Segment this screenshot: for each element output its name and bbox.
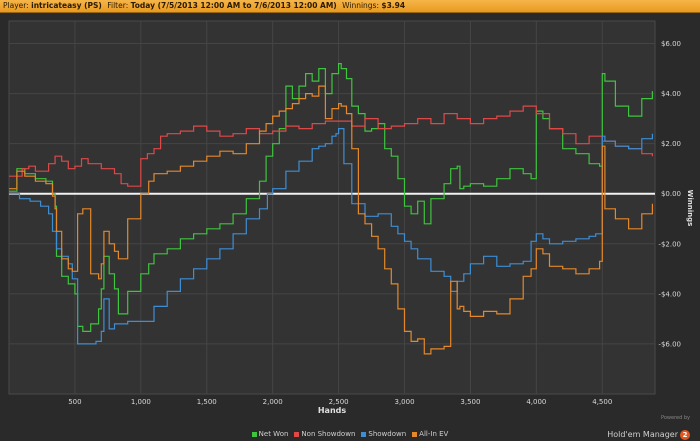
y-tick-labels: $6.00 $4.00 $2.00 $0.00 -$2.00 -$4.00 -$6.00 <box>658 40 681 348</box>
x-tick-label: 2,000 <box>263 398 283 406</box>
legend-label: Net Won <box>258 430 289 438</box>
filter-bar: Player: intricateasy (PS) Filter: Today … <box>0 0 700 13</box>
y-tick-label: $0.00 <box>661 190 681 198</box>
x-tick-label: 500 <box>68 398 81 406</box>
y-tick-label: -$4.00 <box>658 290 681 298</box>
series-line-showdown <box>9 128 653 345</box>
legend-item[interactable]: Showdown <box>361 428 406 440</box>
x-tick-label: 1,500 <box>197 398 217 406</box>
powered-by-text: Powered by <box>661 415 690 421</box>
brand-logo-icon: 2 <box>680 430 690 440</box>
legend-item[interactable]: All-In EV <box>412 428 448 440</box>
series-lines <box>9 63 653 355</box>
x-tick-label: 3,500 <box>460 398 480 406</box>
legend-label: Showdown <box>368 430 407 438</box>
filter-value[interactable]: Today (7/5/2013 12:00 AM to 7/6/2013 12:… <box>130 1 337 10</box>
legend-item[interactable]: Non Showdown <box>294 428 355 440</box>
chart-legend: Net Won Non Showdown Showdown All-In EV <box>0 428 700 440</box>
player-value[interactable]: intricateasy (PS) <box>31 1 102 10</box>
winnings-chart: $6.00 $4.00 $2.00 $0.00 -$2.00 -$4.00 -$6.00 5… <box>8 20 694 415</box>
x-axis-label: Hands <box>318 406 347 415</box>
x-tick-label: 1,000 <box>131 398 151 406</box>
x-tick-label: 4,000 <box>526 398 546 406</box>
y-tick-label: -$2.00 <box>658 240 681 248</box>
filter-label: Filter: <box>107 1 129 10</box>
y-tick-label: $4.00 <box>661 90 681 98</box>
brand-name: Hold'em Manager <box>607 430 678 439</box>
x-tick-label: 4,500 <box>592 398 612 406</box>
legend-swatch-icon <box>294 431 300 437</box>
x-tick-labels: 500 1,000 1,500 2,000 2,500 3,000 3,500 4,000 4,… <box>68 398 612 406</box>
winnings-value: $3.94 <box>381 1 406 10</box>
branding: Powered by Hold'em Manager 2 <box>600 415 690 440</box>
legend-item[interactable]: Net Won <box>251 428 289 440</box>
x-tick-label: 2,500 <box>329 398 349 406</box>
winnings-label: Winnings: <box>342 1 379 10</box>
y-tick-label: -$6.00 <box>658 340 681 348</box>
y-tick-label: $2.00 <box>661 140 681 148</box>
legend-label: Non Showdown <box>301 430 356 438</box>
x-tick-label: 3,000 <box>394 398 414 406</box>
series-line-non-showdown <box>9 105 653 187</box>
legend-swatch-icon <box>251 431 257 437</box>
player-label: Player: <box>3 1 29 10</box>
legend-label: All-In EV <box>419 430 449 438</box>
y-tick-label: $6.00 <box>661 40 681 48</box>
series-line-all-in-ev <box>9 85 653 355</box>
legend-swatch-icon <box>412 431 418 437</box>
legend-swatch-icon <box>361 431 367 437</box>
y-axis-label: Winnings <box>686 190 694 227</box>
